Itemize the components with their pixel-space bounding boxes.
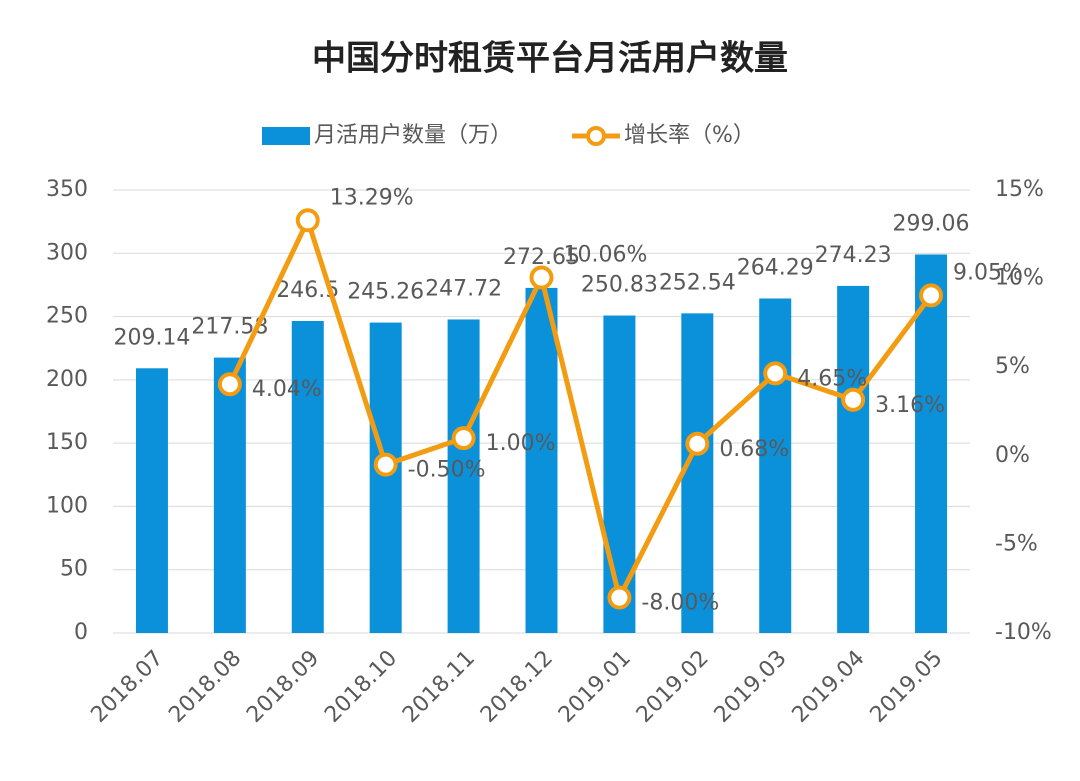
y2-tick-label: 10%: [995, 266, 1044, 291]
legend-swatch: [586, 126, 607, 146]
bar-value-label: 209.14: [113, 325, 190, 350]
x-tick-label: 2018.07: [86, 646, 168, 728]
chart-title: 中国分时租赁平台月活用户数量: [312, 39, 788, 79]
y2-tick-label: 5%: [995, 354, 1030, 379]
x-tick-label: 2019.05: [866, 646, 948, 728]
line-value-label: -8.00%: [641, 591, 719, 616]
bar-value-label: 247.72: [425, 276, 502, 301]
line-point: [295, 208, 320, 233]
y-tick-label: 250: [46, 304, 88, 329]
line-point: [685, 431, 710, 456]
bar-value-label: 252.54: [659, 270, 736, 295]
line-value-label: 1.00%: [486, 431, 556, 456]
y2-tick-label: 15%: [995, 177, 1044, 202]
x-tick-label: 2018.11: [398, 646, 480, 728]
line: [227, 217, 934, 601]
x-tick-label: 2019.04: [788, 646, 870, 728]
line-value-label: 4.65%: [797, 366, 867, 391]
y2-tick-label: -5%: [995, 531, 1038, 556]
legend-label: 增长率（%）: [624, 123, 755, 148]
bar: [603, 315, 636, 633]
line-value-label: 4.04%: [252, 377, 322, 402]
legend-swatch: [262, 127, 310, 145]
y-tick-label: 150: [46, 430, 88, 455]
bar: [759, 298, 792, 633]
y2-tick-label: -10%: [995, 620, 1052, 645]
bar: [447, 319, 480, 633]
line-point: [217, 372, 242, 397]
x-tick-label: 2018.08: [164, 646, 246, 728]
x-tick-label: 2019.03: [710, 646, 792, 728]
bar: [135, 368, 168, 633]
y-tick-label: 50: [60, 557, 88, 582]
line-value-label: 10.06%: [564, 243, 648, 268]
legend-label: 月活用户数量（万）: [314, 123, 512, 148]
x-tick-label: 2018.09: [242, 646, 324, 728]
line-value-label: -0.50%: [408, 458, 486, 483]
line-point: [529, 265, 554, 290]
bar: [837, 285, 870, 633]
line-point: [763, 361, 788, 386]
bar: [369, 322, 402, 633]
bar: [915, 254, 948, 634]
bar: [681, 313, 714, 633]
y-tick-label: 300: [46, 240, 88, 265]
line-point: [451, 426, 476, 451]
line-value-label: 9.05%: [953, 260, 1023, 285]
line-value-label: 13.29%: [330, 185, 414, 210]
line-point: [841, 387, 866, 412]
bar-value-label: 245.26: [347, 280, 424, 305]
bar: [291, 321, 324, 633]
y2-tick-label: 0%: [995, 443, 1030, 468]
x-tick-label: 2019.01: [554, 646, 636, 728]
x-tick-label: 2019.02: [632, 646, 714, 728]
line-point: [607, 585, 632, 610]
line-point: [919, 283, 944, 308]
line-value-label: 3.16%: [875, 393, 945, 418]
bar: [213, 357, 246, 633]
bar-value-label: 250.83: [581, 273, 658, 298]
line-value-label: 0.68%: [719, 437, 789, 462]
bar-value-label: 274.23: [815, 243, 892, 268]
y-tick-label: 200: [46, 367, 88, 392]
y-tick-label: 100: [46, 493, 88, 518]
x-tick-label: 2018.12: [476, 646, 558, 728]
line-point: [373, 452, 398, 477]
bar: [525, 287, 558, 633]
bar-value-label: 264.29: [737, 255, 814, 280]
x-tick-label: 2018.10: [320, 646, 402, 728]
y-tick-label: 350: [46, 177, 88, 202]
bar-value-label: 299.06: [893, 211, 970, 236]
y-tick-label: 0: [74, 620, 88, 645]
